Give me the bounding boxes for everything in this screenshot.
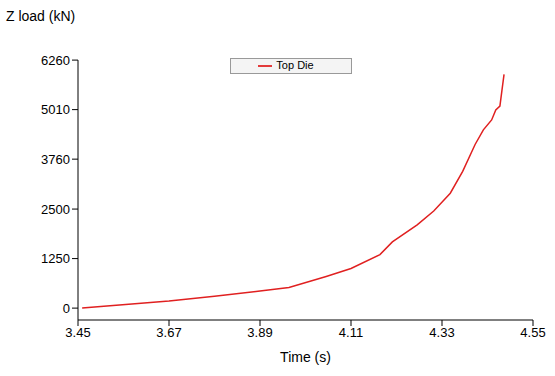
svg-text:5010: 5010	[41, 102, 70, 117]
svg-text:2500: 2500	[41, 202, 70, 217]
svg-text:0: 0	[63, 301, 70, 316]
html-text:Top Die: Top Die	[276, 59, 314, 71]
svg-text:3.89: 3.89	[247, 325, 272, 340]
svg-text:4.33: 4.33	[429, 325, 454, 340]
svg-text:3.45: 3.45	[65, 325, 90, 340]
svg-text:3760: 3760	[41, 152, 70, 167]
svg-text:1250: 1250	[41, 251, 70, 266]
html-text:Z load (kN): Z load (kN)	[6, 8, 76, 24]
svg-text:3.67: 3.67	[156, 325, 181, 340]
svg-text:6260: 6260	[41, 53, 70, 68]
svg-text:4.11: 4.11	[339, 325, 363, 340]
svg-text:4.55: 4.55	[520, 325, 545, 340]
svg-text:Time (s): Time (s)	[280, 349, 331, 365]
